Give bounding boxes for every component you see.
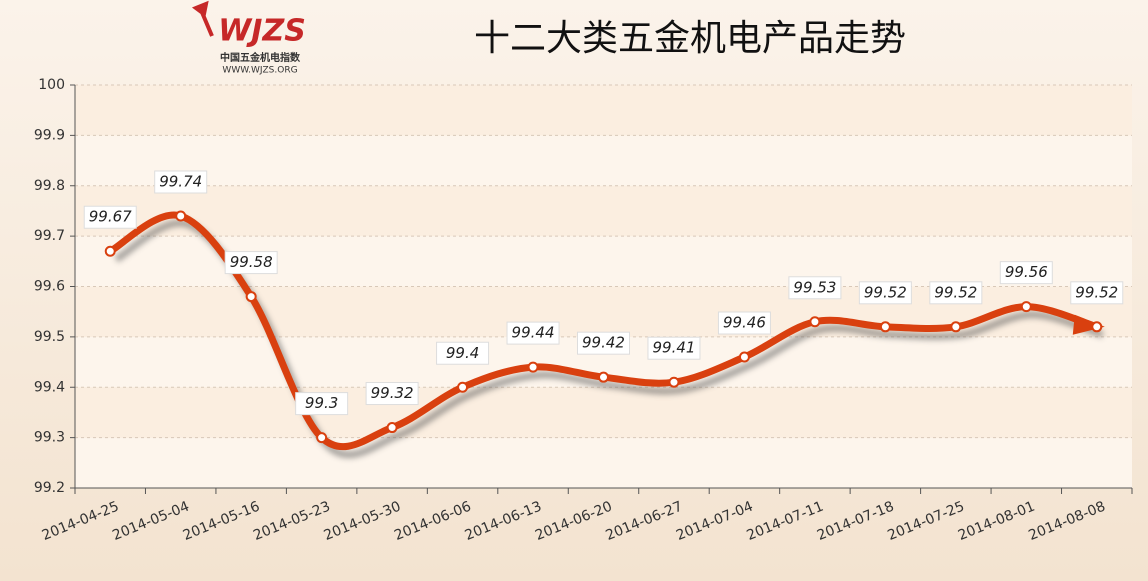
plot-band xyxy=(75,185,1132,237)
line xyxy=(106,211,1101,451)
y-tick-label: 99.4 xyxy=(34,379,65,395)
point xyxy=(598,371,609,383)
y-tick-label: 99.7 xyxy=(34,228,65,244)
value-label: 99.46 xyxy=(723,314,766,332)
point xyxy=(457,381,469,393)
value-label: 99.44 xyxy=(512,324,555,342)
y-tick-label: 99.6 xyxy=(34,279,65,295)
value-label-box xyxy=(1070,281,1124,305)
value-label: 99.67 xyxy=(89,208,132,226)
value-label-box xyxy=(154,170,208,194)
point xyxy=(879,321,891,333)
value-label: 99.32 xyxy=(371,384,414,402)
value-label: 99.4 xyxy=(446,344,479,362)
point xyxy=(950,321,962,333)
chart-title: 十二大类五金机电产品走势 xyxy=(474,18,906,59)
value-label-box xyxy=(577,331,630,355)
logo: WJZS 中国五金机电指数 WWW.WJZS.ORG xyxy=(191,0,306,76)
y-tick-label: 99.2 xyxy=(34,480,65,496)
value-label: 99.52 xyxy=(934,283,977,301)
point xyxy=(386,422,398,434)
point xyxy=(175,210,187,222)
plot-band xyxy=(75,85,1132,136)
value-label: 99.53 xyxy=(793,278,836,296)
point xyxy=(316,432,328,444)
value-label-box xyxy=(647,336,701,360)
value-label-box xyxy=(224,251,278,275)
value-label-box xyxy=(506,321,560,345)
value-label-box xyxy=(365,382,419,406)
value-label: 99.52 xyxy=(1075,283,1118,301)
value-label-box xyxy=(858,281,912,305)
value-label: 99.58 xyxy=(230,253,273,271)
point xyxy=(738,351,750,363)
plot-band xyxy=(75,437,1132,488)
value-label: 99.56 xyxy=(1005,263,1048,281)
value-label: 99.74 xyxy=(159,172,202,190)
point xyxy=(1020,301,1032,313)
logo-name: 中国五金机电指数 xyxy=(220,51,301,64)
plot-band xyxy=(75,387,1132,438)
plot-band xyxy=(75,135,1132,186)
logo-arrow xyxy=(191,0,214,37)
point xyxy=(809,316,821,328)
line-arrow xyxy=(1072,314,1105,335)
value-label: 99.42 xyxy=(582,334,625,352)
y-tick-label: 99.3 xyxy=(34,430,65,446)
value-label-box xyxy=(788,276,842,300)
value-label-box xyxy=(929,281,983,305)
y-tick-label: 99.9 xyxy=(34,127,65,143)
value-label-box xyxy=(83,205,137,229)
value-label: 99.41 xyxy=(652,339,695,357)
point xyxy=(527,361,539,373)
logo-mark: WJZS xyxy=(218,14,306,49)
point xyxy=(668,376,680,388)
value-label: 99.52 xyxy=(864,283,907,301)
value-label: 99.3 xyxy=(305,394,338,412)
y-tick-label: 100 xyxy=(38,77,65,93)
value-label-box xyxy=(717,311,771,335)
value-label-box xyxy=(999,261,1053,285)
y-tick-label: 99.8 xyxy=(34,178,65,194)
point xyxy=(1091,321,1103,333)
point xyxy=(104,245,116,257)
value-label-box xyxy=(295,392,349,416)
y-tick-label: 99.5 xyxy=(34,329,65,345)
value-label-box xyxy=(436,341,490,365)
logo-url: WWW.WJZS.ORG xyxy=(222,66,297,76)
point xyxy=(245,291,257,303)
